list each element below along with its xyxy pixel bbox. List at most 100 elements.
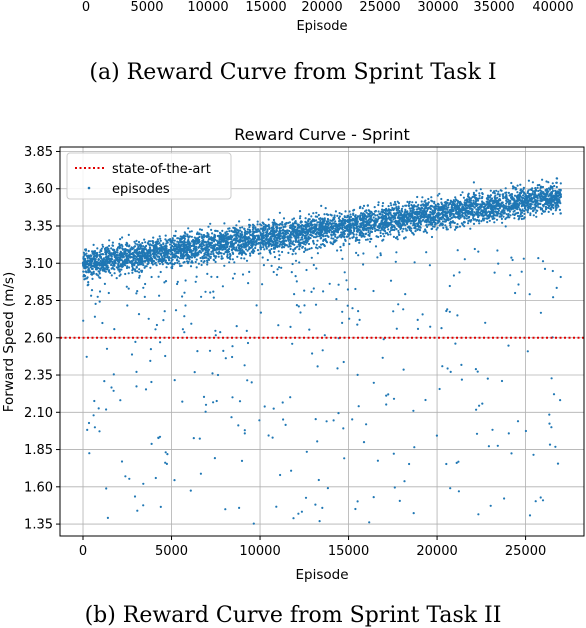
scatter-point (481, 196, 483, 198)
scatter-point (93, 244, 95, 246)
scatter-point (305, 225, 307, 227)
scatter-point (158, 242, 160, 244)
scatter-point (118, 259, 120, 261)
scatter-point (296, 230, 298, 232)
scatter-point (333, 218, 335, 220)
scatter-point (310, 232, 312, 234)
scatter-point (136, 262, 138, 264)
scatter-point (137, 253, 139, 255)
scatter-point (544, 203, 546, 205)
scatter-point (522, 205, 524, 207)
scatter-point (298, 243, 300, 245)
scatter-point (333, 240, 335, 242)
scatter-point (138, 263, 140, 265)
scatter-point (239, 227, 241, 229)
scatter-point (271, 233, 273, 235)
scatter-point (290, 248, 292, 250)
scatter-point (168, 256, 170, 258)
scatter-point (359, 217, 361, 219)
scatter-point (397, 238, 399, 240)
scatter-point (191, 256, 193, 258)
scatter-point (215, 251, 217, 253)
scatter-point (487, 205, 489, 207)
scatter-point (325, 207, 327, 209)
scatter-point (272, 222, 274, 224)
scatter-point (451, 204, 453, 206)
scatter-point (522, 197, 524, 199)
scatter-point (116, 277, 118, 279)
scatter-point (242, 240, 244, 242)
scatter-point (177, 251, 179, 253)
scatter-point (294, 226, 296, 228)
scatter-point (155, 262, 157, 264)
scatter-point (406, 201, 408, 203)
scatter-point (292, 222, 294, 224)
scatter-point (172, 254, 174, 256)
scatter-point (461, 215, 463, 217)
scatter-point (90, 264, 92, 266)
scatter-point (220, 234, 222, 236)
scatter-point (436, 216, 438, 218)
scatter-point (141, 242, 143, 244)
scatter-point (175, 230, 177, 232)
scatter-point (516, 191, 518, 193)
scatter-point (500, 211, 502, 213)
scatter-point (502, 195, 504, 197)
scatter-point (96, 264, 98, 266)
scatter-point (496, 219, 498, 221)
scatter-point (516, 197, 518, 199)
scatter-point (166, 266, 168, 268)
scatter-point (352, 214, 354, 216)
scatter-point (383, 209, 385, 211)
scatter-point (82, 271, 84, 273)
scatter-point (221, 258, 223, 260)
scatter-point (206, 260, 208, 262)
scatter-point (365, 233, 367, 235)
scatter-point (483, 212, 485, 214)
scatter-point (318, 221, 320, 223)
scatter-point (106, 246, 108, 248)
scatter-point (349, 210, 351, 212)
scatter-point (518, 206, 520, 208)
scatter-point (199, 257, 201, 259)
scatter-point (306, 249, 308, 251)
scatter-point (398, 202, 400, 204)
scatter-point (414, 230, 416, 232)
scatter-point (212, 245, 214, 247)
scatter-point (521, 208, 523, 210)
scatter-point (447, 204, 449, 206)
scatter-point (226, 246, 228, 248)
scatter-point (144, 246, 146, 248)
scatter-point (424, 200, 426, 202)
scatter-point (390, 202, 392, 204)
scatter-point (289, 242, 291, 244)
scatter-point (380, 232, 382, 234)
scatter-point (493, 190, 495, 192)
scatter-point (486, 221, 488, 223)
scatter-point (161, 258, 163, 260)
scatter-point (364, 214, 366, 216)
scatter-point (330, 223, 332, 225)
scatter-point (283, 226, 285, 228)
scatter-point (425, 224, 427, 226)
scatter-point (258, 242, 260, 244)
scatter-point (475, 208, 477, 210)
scatter-point (431, 236, 433, 238)
scatter-point (295, 232, 297, 234)
scatter-point (537, 206, 539, 208)
scatter-point (465, 203, 467, 205)
scatter-point (541, 208, 543, 210)
scatter-point (177, 243, 179, 245)
scatter-point (407, 226, 409, 228)
scatter-point (340, 249, 342, 251)
scatter-point (346, 228, 348, 230)
scatter-point (287, 252, 289, 254)
scatter-point (519, 208, 521, 210)
scatter-point (480, 210, 482, 212)
scatter-point (144, 254, 146, 256)
scatter-point (201, 248, 203, 250)
scatter-point (227, 233, 229, 235)
scatter-point (512, 185, 514, 187)
scatter-point (551, 198, 553, 200)
scatter-point (418, 207, 420, 209)
